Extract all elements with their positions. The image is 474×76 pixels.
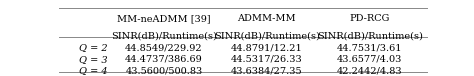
Text: MM-neADMM [39]: MM-neADMM [39] xyxy=(117,14,211,23)
Text: 43.6384/27.35: 43.6384/27.35 xyxy=(231,66,302,75)
Text: 42.2442/4.83: 42.2442/4.83 xyxy=(337,66,402,75)
Text: 44.8791/12.21: 44.8791/12.21 xyxy=(231,43,303,52)
Text: 44.4737/386.69: 44.4737/386.69 xyxy=(125,55,203,64)
Text: 44.5317/26.33: 44.5317/26.33 xyxy=(231,55,303,64)
Text: Q = 2: Q = 2 xyxy=(80,43,108,52)
Text: ADMM-MM: ADMM-MM xyxy=(237,14,296,23)
Text: 44.8549/229.92: 44.8549/229.92 xyxy=(125,43,203,52)
Text: SINR(dB)/Runtime(s): SINR(dB)/Runtime(s) xyxy=(317,31,423,40)
Text: Q = 3: Q = 3 xyxy=(80,55,108,64)
Text: SINR(dB)/Runtime(s): SINR(dB)/Runtime(s) xyxy=(111,31,217,40)
Text: Q = 4: Q = 4 xyxy=(80,66,108,75)
Text: 44.7531/3.61: 44.7531/3.61 xyxy=(337,43,402,52)
Text: SINR(dB)/Runtime(s): SINR(dB)/Runtime(s) xyxy=(214,31,320,40)
Text: 43.5600/500.83: 43.5600/500.83 xyxy=(125,66,202,75)
Text: PD-RCG: PD-RCG xyxy=(349,14,390,23)
Text: 43.6577/4.03: 43.6577/4.03 xyxy=(337,55,402,64)
